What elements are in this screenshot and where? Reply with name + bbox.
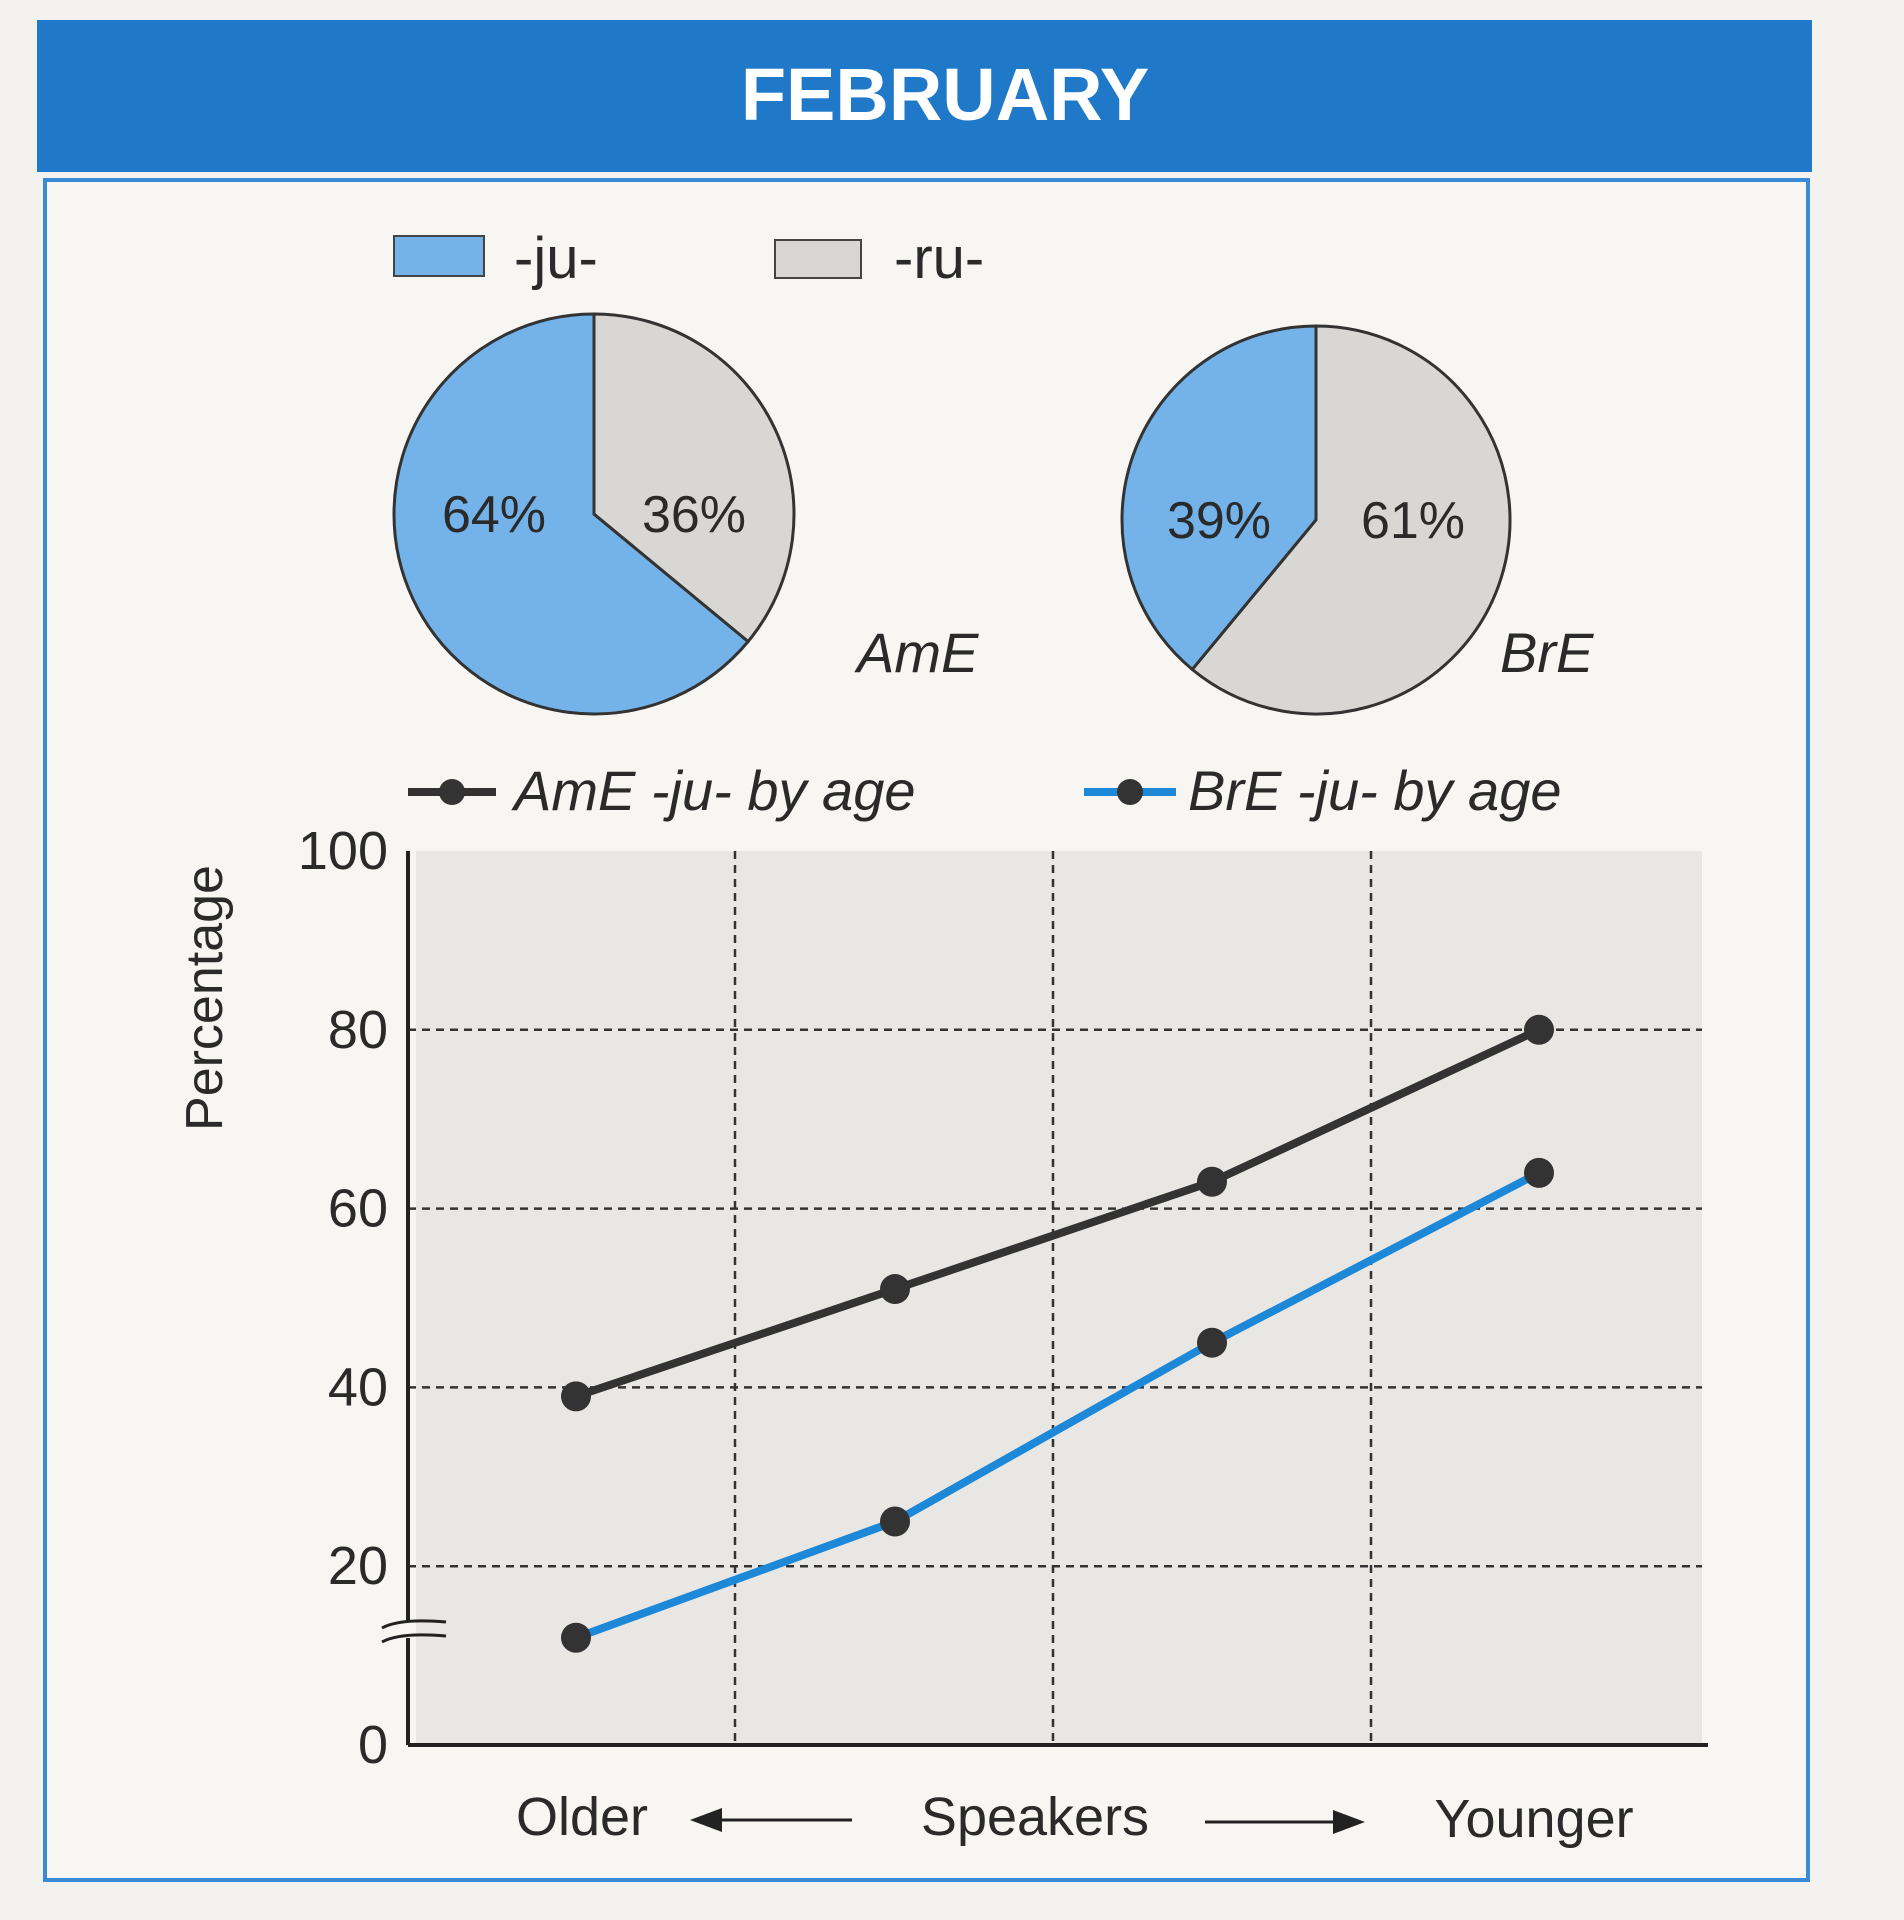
legend-label-bre: BrE -ju- by age	[1188, 759, 1562, 822]
legend-swatch-ru	[774, 239, 862, 279]
pie-slice-ju	[1120, 324, 1318, 672]
data-point-bre	[1197, 1327, 1227, 1358]
legend-marker-bre	[1117, 779, 1143, 805]
y-tick-label: 60	[328, 1179, 388, 1239]
data-point-ame	[880, 1274, 910, 1305]
data-point-ame	[561, 1381, 591, 1412]
y-axis-label: Percentage	[176, 865, 234, 1131]
pie-slice-ru	[592, 312, 796, 644]
data-point-ame	[1197, 1166, 1227, 1197]
header-band	[37, 20, 1812, 172]
y-tick-label: 40	[328, 1357, 388, 1417]
series-line-bre	[574, 1169, 1541, 1642]
legend-label-ju: -ju-	[514, 226, 598, 291]
data-point-bre	[1524, 1157, 1554, 1188]
legend-marker-ame	[439, 779, 465, 805]
y-tick-label: 20	[328, 1536, 388, 1596]
pie-value-ru: 61%	[1361, 492, 1465, 550]
series-line-ame	[574, 1026, 1541, 1401]
legend-label-ru: -ru-	[894, 226, 984, 291]
pie-slice-ju	[392, 312, 751, 716]
y-tick-label: 100	[298, 821, 388, 881]
pie-value-ju: 64%	[442, 486, 546, 544]
legend-label-ame: AmE -ju- by age	[511, 759, 916, 822]
data-point-bre	[880, 1506, 910, 1537]
line-chart: 0 20 40 60 80 100	[298, 821, 1708, 1775]
x-label-speakers: Speakers	[921, 1787, 1149, 1847]
pie-value-ju: 39%	[1167, 492, 1271, 550]
data-point-bre	[561, 1622, 591, 1653]
pie-slice-ru	[1190, 324, 1512, 716]
data-point-ame	[1524, 1014, 1554, 1045]
plot-area	[416, 851, 1702, 1745]
y-tick-label: 0	[358, 1715, 388, 1775]
x-label-younger: Younger	[1434, 1789, 1633, 1849]
axis-break-mark	[381, 1619, 447, 1644]
pie-label-ame: AmE	[854, 621, 979, 684]
pie-charts: 64% 36% 39% 61%	[392, 312, 1512, 716]
x-label-older: Older	[516, 1787, 648, 1847]
pie-value-ru: 36%	[642, 486, 746, 544]
arrow-left-icon	[690, 1808, 852, 1832]
y-tick-label: 80	[328, 1000, 388, 1060]
legend-swatch-ju	[393, 235, 485, 277]
header-title: FEBRUARY	[741, 53, 1149, 136]
pie-label-bre: BrE	[1500, 621, 1594, 684]
arrow-right-icon	[1205, 1810, 1365, 1834]
